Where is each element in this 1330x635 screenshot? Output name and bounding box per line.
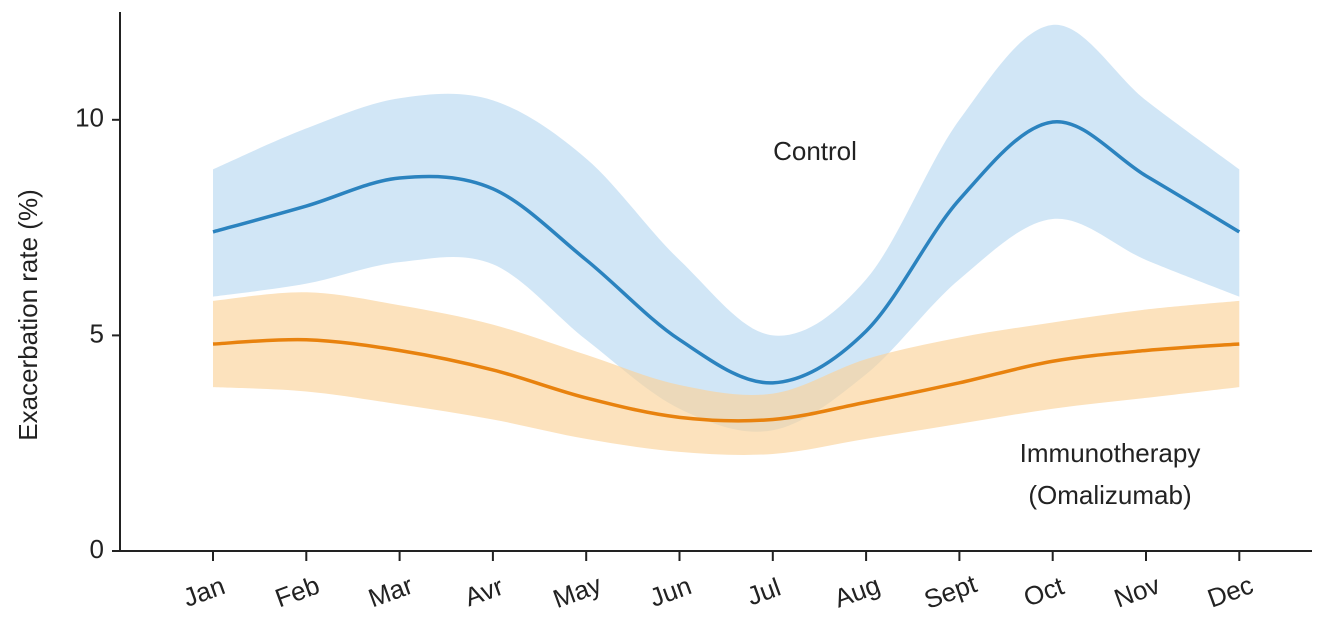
- line: [212, 120, 1241, 385]
- series-note: (Omalizumab): [1028, 480, 1191, 510]
- x-tick-label: Jun: [646, 570, 696, 613]
- y-tick-label: 5: [90, 318, 104, 348]
- y-axis-label: Exacerbation rate (%): [13, 189, 43, 440]
- line: [212, 337, 1240, 423]
- confidence-band: [213, 292, 1240, 455]
- x-tick-label: Aug: [830, 570, 884, 614]
- x-tick-label: Jul: [743, 572, 785, 612]
- x-tick-label: Oct: [1019, 570, 1068, 612]
- x-tick-label: Mar: [364, 570, 417, 614]
- series-label: Control: [773, 136, 857, 166]
- x-tick-label: Dec: [1203, 570, 1257, 614]
- confidence-band: [213, 24, 1240, 432]
- bands: [213, 24, 1240, 455]
- x-tick-label: Jan: [179, 570, 229, 613]
- y-tick-label: 0: [90, 534, 104, 564]
- series-label: Immunotherapy: [1020, 438, 1201, 468]
- lines: [212, 120, 1241, 423]
- x-tick-label: May: [549, 569, 605, 614]
- x-tick-label: Avr: [461, 571, 508, 612]
- y-tick-label: 10: [75, 103, 104, 133]
- x-tick-label: Nov: [1110, 570, 1164, 614]
- x-tick-label: Sept: [920, 568, 981, 615]
- x-tick-label: Feb: [271, 570, 323, 614]
